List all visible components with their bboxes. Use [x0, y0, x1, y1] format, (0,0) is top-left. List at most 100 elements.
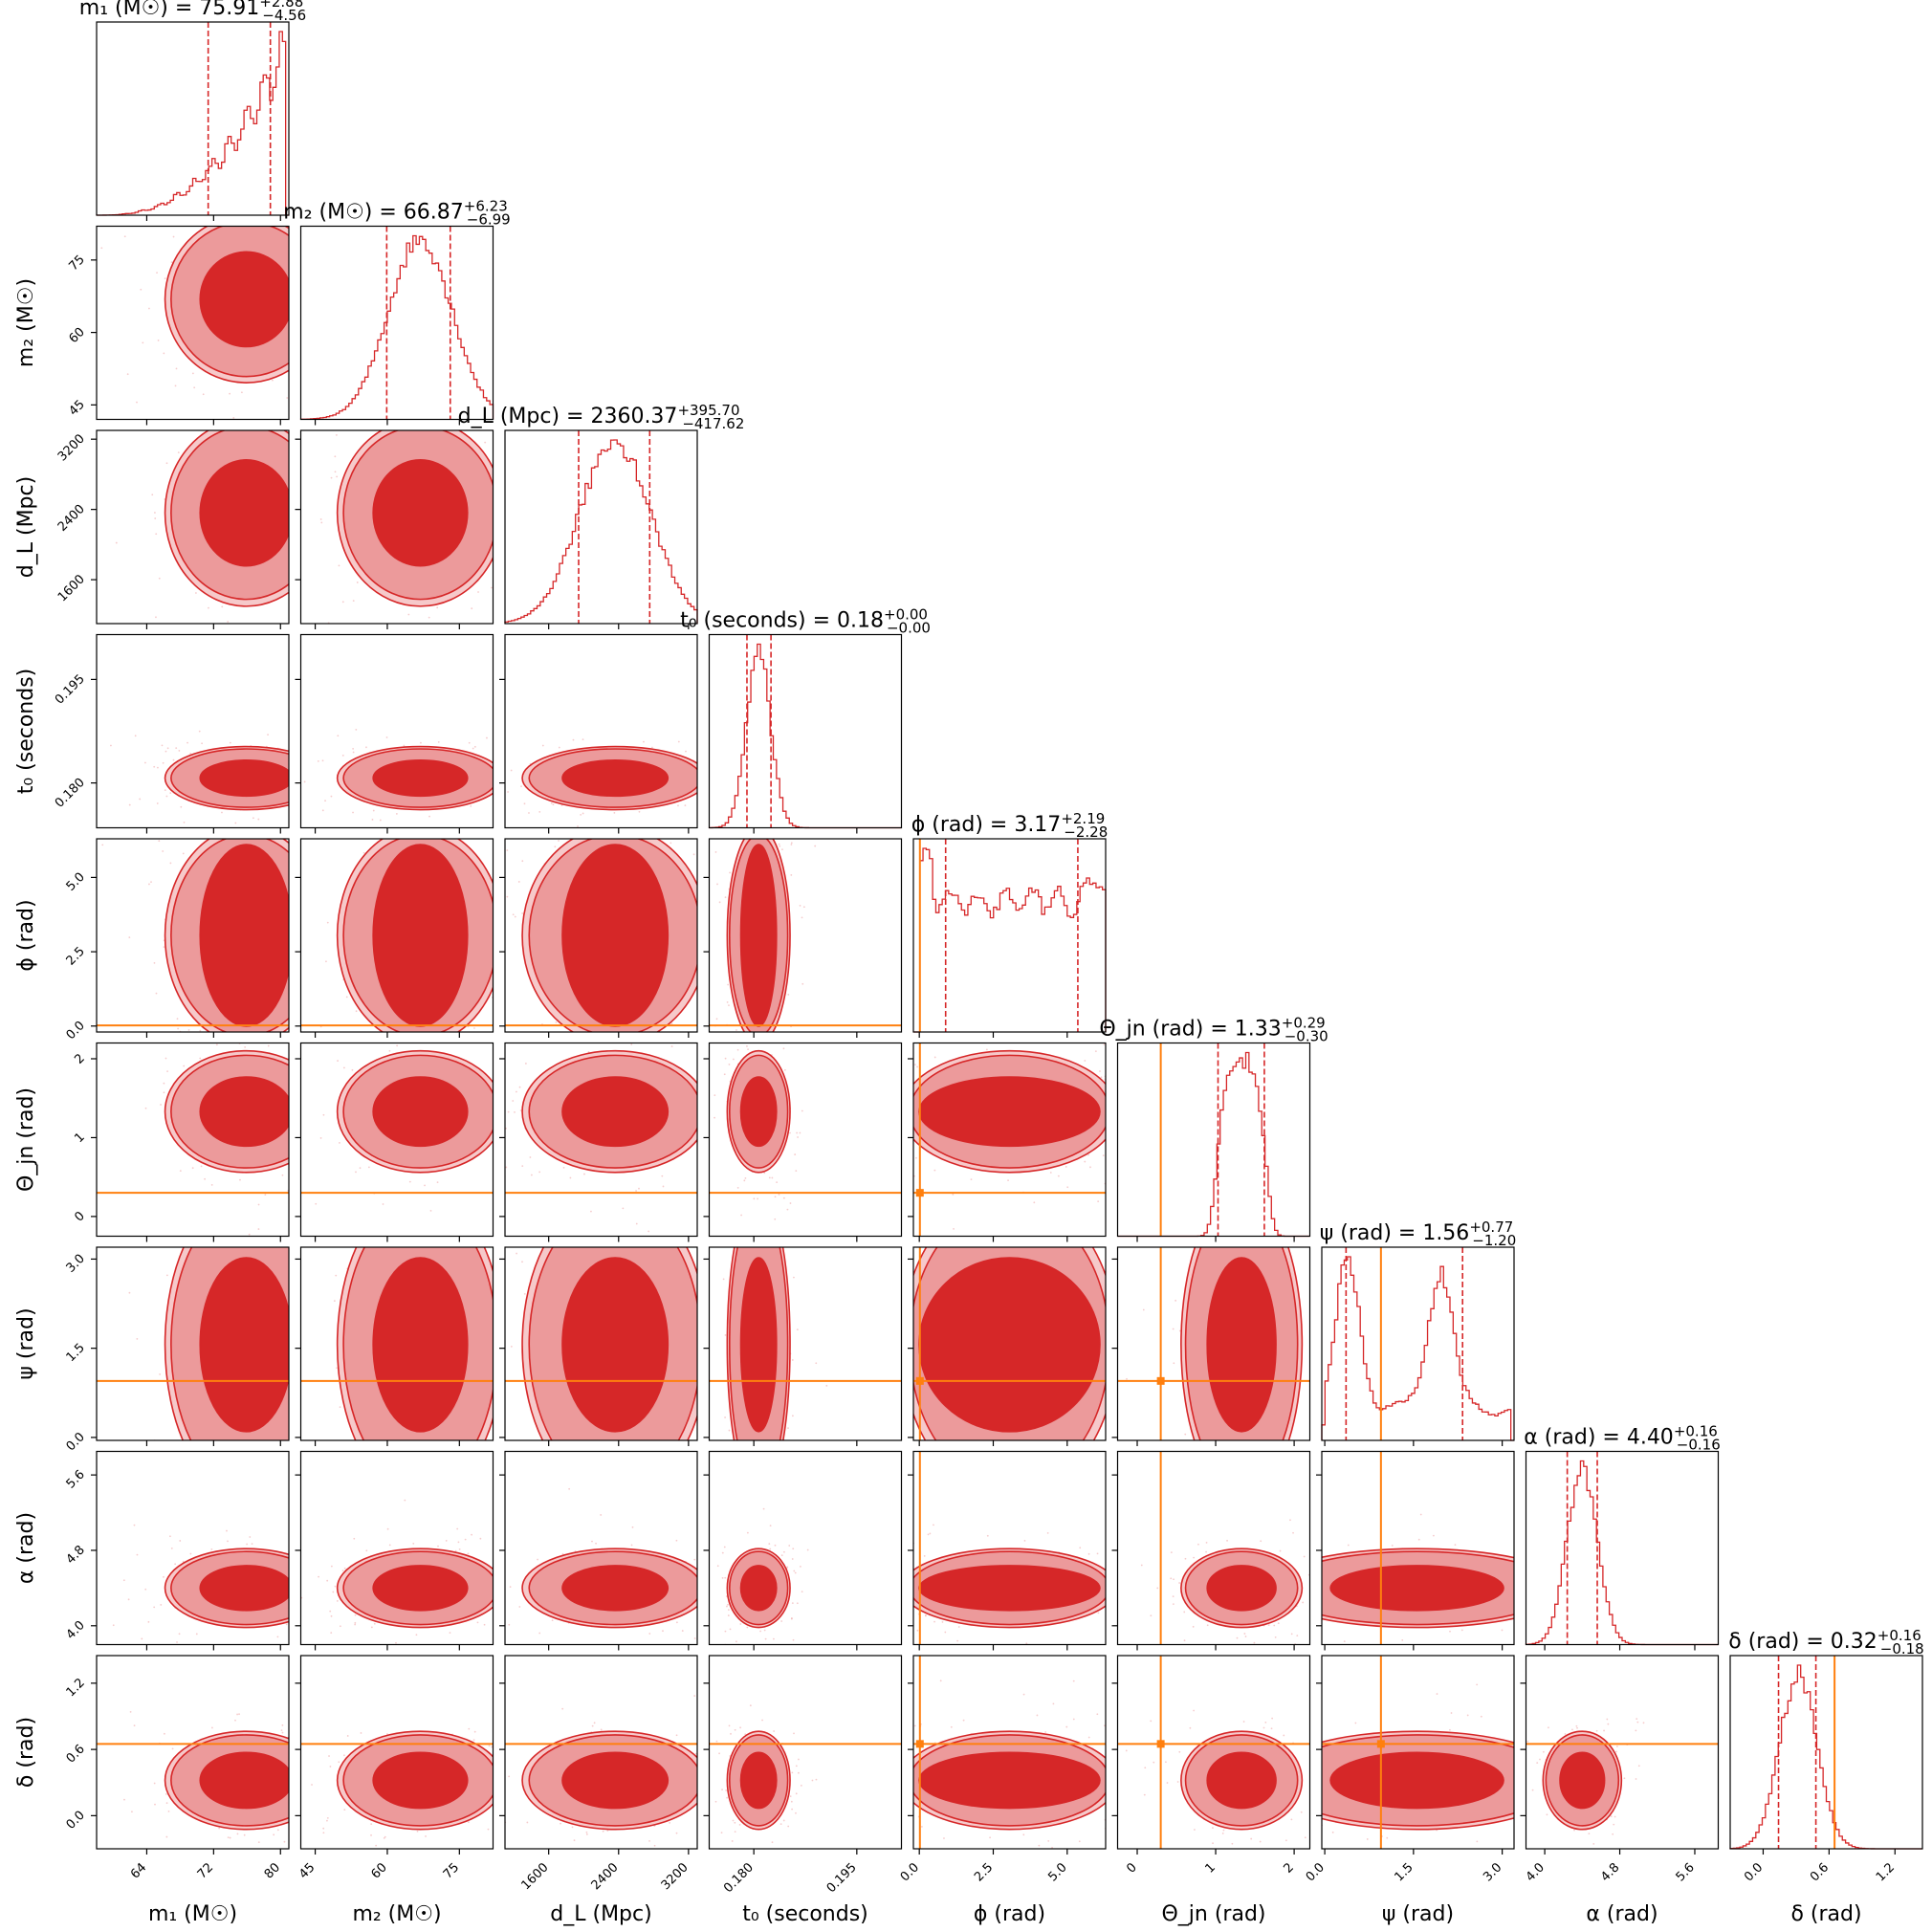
sample-point [1096, 1552, 1099, 1555]
sample-point [784, 1480, 786, 1482]
sample-point [1236, 1636, 1239, 1639]
sample-point [1103, 1043, 1106, 1045]
sample-point [580, 813, 582, 816]
sample-point [290, 767, 292, 769]
sample-point [497, 772, 499, 774]
sample-point [142, 341, 144, 344]
sample-point [523, 802, 526, 805]
sample-point [1215, 1189, 1217, 1191]
sample-point [757, 769, 759, 771]
sample-point [1099, 1070, 1101, 1072]
sample-point [310, 557, 312, 559]
sample-point [110, 744, 112, 747]
sample-point [476, 1621, 479, 1624]
contour-inner [199, 1076, 289, 1148]
sample-point [1085, 1038, 1087, 1040]
sample-point [1025, 1642, 1028, 1645]
y-tick-label: 0.180 [53, 776, 88, 811]
y-tick-label: 0.6 [64, 1742, 88, 1766]
sample-point [280, 181, 282, 183]
sample-point [712, 986, 714, 988]
sample-point [1613, 1588, 1614, 1590]
sample-point [913, 1064, 916, 1066]
sample-point [1292, 1531, 1294, 1534]
sample-point [536, 1658, 538, 1660]
sample-point [970, 1178, 973, 1181]
sample-point [312, 766, 314, 768]
sample-point [1235, 1443, 1237, 1445]
sample-point [756, 1038, 757, 1040]
sample-point [692, 853, 695, 856]
sample-point [933, 1169, 936, 1172]
sample-point [318, 1575, 319, 1578]
sample-point [757, 1183, 759, 1185]
sample-point [934, 1234, 936, 1236]
contour-inner [561, 1565, 670, 1612]
scatter-panel-m2-alpha [295, 1450, 538, 1660]
sample-point [257, 1228, 260, 1230]
sample-point [328, 1755, 330, 1757]
sample-point [436, 1181, 439, 1184]
panel-frame [299, 1042, 494, 1238]
sample-point [365, 1549, 368, 1552]
y-tick-label: 2400 [55, 502, 88, 535]
sample-point [507, 791, 509, 793]
sample-point [731, 1840, 734, 1842]
sample-point [1260, 1540, 1262, 1543]
sample-point [342, 1066, 345, 1069]
sample-point [468, 1727, 471, 1730]
sample-point [782, 1197, 785, 1199]
sample-point [200, 1165, 203, 1168]
sample-point [454, 1549, 457, 1552]
sample-point [518, 1086, 521, 1088]
sample-point [1293, 1202, 1295, 1204]
sample-point [538, 1632, 541, 1635]
histogram-line [1117, 1051, 1310, 1238]
sample-point [467, 1552, 470, 1555]
sample-point [1516, 1542, 1518, 1544]
sample-point [319, 518, 322, 520]
sample-point [538, 810, 541, 813]
sample-point [349, 285, 351, 287]
sample-point [240, 830, 242, 832]
sample-point [933, 1456, 934, 1458]
panel-frame [504, 633, 698, 829]
sample-point [512, 1100, 515, 1102]
sample-point [635, 1222, 638, 1225]
sample-point [553, 1442, 555, 1444]
sample-point [311, 615, 313, 617]
sample-point [298, 937, 300, 939]
sample-point [730, 1732, 732, 1735]
sample-point [215, 1043, 218, 1046]
sample-point [1033, 1201, 1036, 1204]
sample-point [497, 1586, 499, 1588]
sample-point [1284, 1208, 1285, 1210]
sample-point [309, 1386, 311, 1388]
sample-point [1249, 1543, 1251, 1545]
sample-point [320, 808, 322, 810]
sample-point [1347, 1544, 1350, 1547]
sample-point [291, 951, 293, 953]
sample-point [333, 1791, 335, 1793]
sample-point [503, 1779, 505, 1781]
sample-point [177, 451, 180, 454]
sample-point [725, 1802, 727, 1804]
sample-point [495, 466, 497, 468]
err-minus: −6.99 [467, 211, 511, 229]
sample-point [1302, 1601, 1305, 1604]
sample-point [538, 1000, 540, 1002]
sample-point [591, 1540, 593, 1543]
sample-point [529, 1156, 532, 1158]
sample-point [281, 1174, 284, 1176]
sample-point [382, 1203, 384, 1205]
sample-point [318, 1783, 320, 1785]
sample-point [762, 1197, 764, 1199]
sample-point [789, 1027, 791, 1029]
sample-point [470, 804, 472, 807]
sample-point [606, 1830, 609, 1832]
sample-point [1172, 1328, 1175, 1330]
panel-title: ϕ (rad) = 3.17+2.19 −2.28 [911, 810, 1109, 841]
sample-point [796, 1328, 799, 1331]
sample-point [292, 1783, 294, 1785]
sample-point [735, 1029, 737, 1031]
